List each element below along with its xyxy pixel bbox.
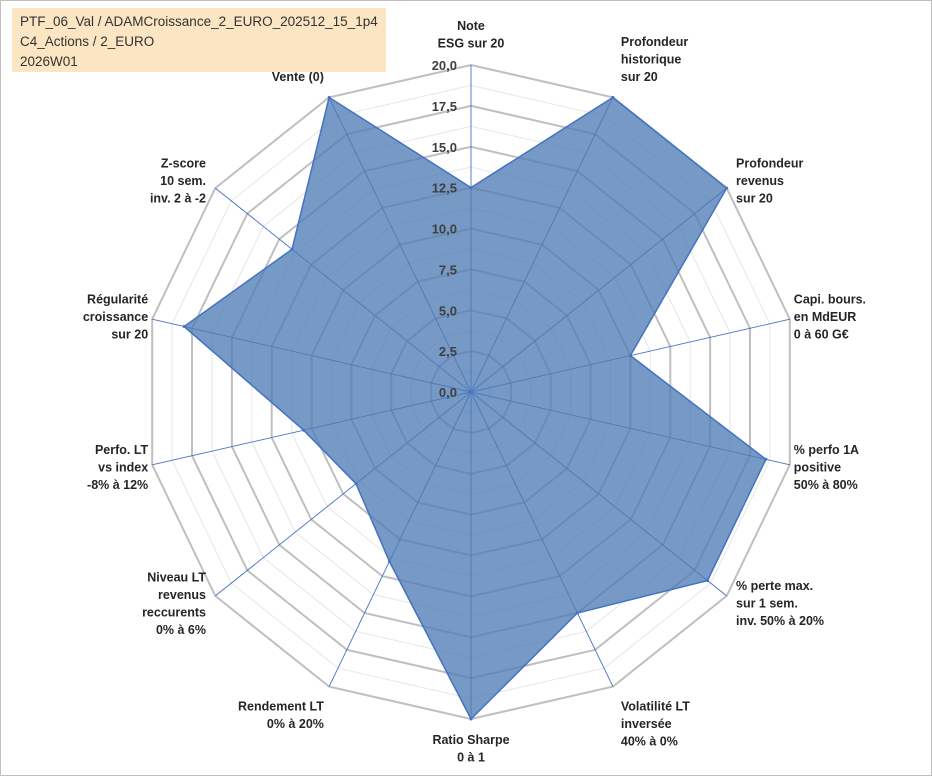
- axis-label-line: 40% à 0%: [621, 734, 678, 748]
- axis-label-line: historique: [621, 53, 681, 67]
- axis-label-line: revenus: [736, 174, 784, 188]
- portfolio-name: PTF_06_Val / ADAMCroissance_2_EURO_20251…: [20, 14, 378, 29]
- tick-label: 0,0: [439, 385, 457, 400]
- axis-label-line: Z-score: [161, 156, 206, 170]
- tick-label: 7,5: [439, 262, 457, 277]
- axis-label-line: revenus: [158, 588, 206, 602]
- data-point: [327, 95, 331, 99]
- axis-label-line: en MdEUR: [794, 310, 857, 324]
- axis-label-line: Régularité: [87, 292, 148, 306]
- axis-label-line: Volatilité LT: [621, 699, 690, 713]
- axis-label-line: inv. 2 à -2: [150, 191, 206, 205]
- tick-label: 12,5: [432, 181, 457, 196]
- data-point: [302, 428, 306, 432]
- axis-label-line: Ratio Sharpe: [432, 733, 509, 747]
- tick-label: 20,0: [432, 58, 457, 73]
- axis-label-line: 0% à 6%: [156, 623, 206, 637]
- asset-class: C4_Actions / 2_EURO: [20, 34, 155, 49]
- data-point: [354, 482, 358, 486]
- axis-label-line: sur 20: [111, 327, 148, 341]
- data-point: [182, 325, 186, 328]
- axis-label-line: Profondeur: [736, 156, 803, 170]
- data-point: [611, 95, 615, 99]
- axis-label-line: % perte max.: [736, 579, 813, 593]
- axis-label-line: Capi. bours.: [794, 292, 866, 306]
- axis-label-line: 0 à 60 G€: [794, 327, 849, 341]
- data-point: [575, 611, 579, 615]
- portfolio-info-box: PTF_06_Val / ADAMCroissance_2_EURO_20251…: [12, 8, 386, 72]
- axis-label-line: 50% à 80%: [794, 478, 858, 492]
- axis-label-line: % perfo 1A: [794, 443, 859, 457]
- axis-label-line: Perfo. LT: [95, 443, 149, 457]
- data-point: [387, 559, 391, 563]
- data-point: [725, 186, 729, 190]
- tick-label: 2,5: [439, 344, 457, 359]
- axis-label-line: croissance: [83, 310, 148, 324]
- data-point: [764, 457, 768, 461]
- axis-label-line: Niveau LT: [147, 570, 206, 584]
- tick-label: 5,0: [439, 303, 457, 318]
- data-point: [706, 579, 709, 583]
- axis-labels: Note ESG sur 20 Profondeur historique sur 20…: [83, 19, 866, 765]
- axis-label-line: -8% à 12%: [87, 478, 148, 492]
- axis-label-line: sur 20: [736, 191, 773, 205]
- axis-label-line: 0 à 1: [457, 751, 485, 765]
- week-label: 2026W01: [20, 54, 78, 69]
- axis-label-line: Rendement LT: [238, 699, 324, 713]
- data-point: [469, 186, 473, 190]
- series-layer: [182, 95, 768, 721]
- axis-label-line: positive: [794, 461, 841, 475]
- axis-label-line: 0% à 20%: [267, 717, 324, 731]
- data-point: [290, 247, 294, 251]
- axis-label-line: sur 20: [621, 70, 658, 84]
- tick-labels: 0,0 2,5 5,0 7,5 10,0 12,5 15,0 17,5 20,0: [432, 58, 457, 400]
- tick-label: 15,0: [432, 140, 457, 155]
- axis-label-line: Note: [457, 19, 485, 33]
- axis-label-line: Profondeur: [621, 35, 688, 49]
- axis-label-line: 10 sem.: [160, 174, 206, 188]
- data-point: [628, 354, 632, 358]
- axis-label-line: Vente (0): [272, 70, 324, 84]
- axis-label-line: vs index: [98, 461, 148, 475]
- data-point: [469, 717, 473, 721]
- tick-label: 17,5: [432, 99, 457, 114]
- axis-label-line: inv. 50% à 20%: [736, 614, 824, 628]
- axis-label-line: inversée: [621, 717, 672, 731]
- axis-label-line: reccurents: [142, 605, 206, 619]
- axis-label-line: ESG sur 20: [438, 37, 505, 51]
- tick-label: 10,0: [432, 222, 457, 237]
- axis-label-line: sur 1 sem.: [736, 597, 798, 611]
